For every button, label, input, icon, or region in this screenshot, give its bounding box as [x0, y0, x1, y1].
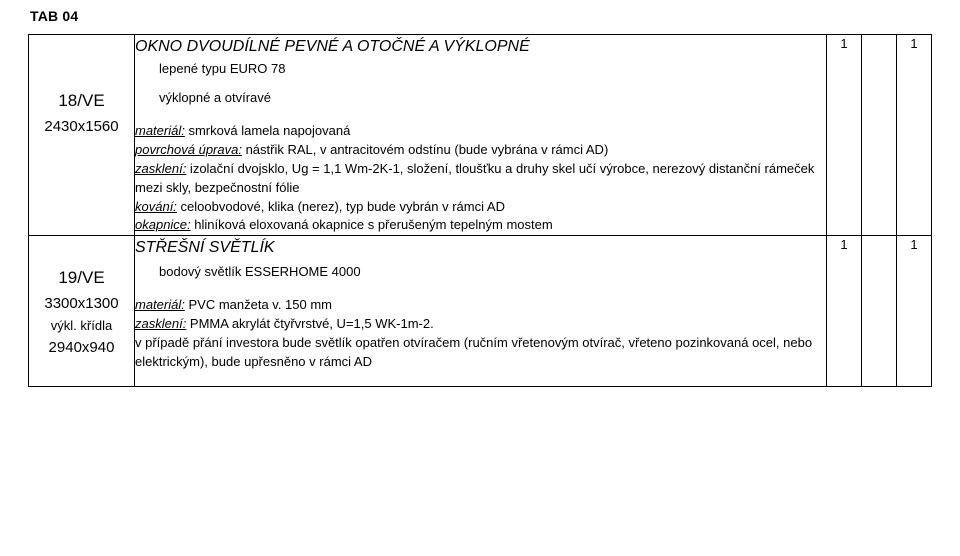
- row-id-cell: 19/VE 3300x1300 výkl. křídla 2940x940: [29, 236, 135, 386]
- label-surface: povrchová úprava:: [135, 142, 242, 157]
- item-subtitle-1: lepené typu EURO 78: [159, 60, 826, 79]
- item-code: 18/VE: [29, 89, 134, 114]
- text-surface: nástřik RAL, v antracitovém odstínu (bud…: [242, 142, 608, 157]
- text-glazing: izolační dvojsklo, Ug = 1,1 Wm-2K-1, slo…: [135, 161, 814, 195]
- row-body-cell: STŘEŠNÍ SVĚTLÍK bodový světlík ESSERHOME…: [135, 236, 827, 386]
- tab-number: TAB 04: [30, 6, 932, 26]
- item-subtitle-2: výklopné a otvíravé: [159, 89, 826, 108]
- text-hardware: celoobvodové, klika (nerez), typ bude vy…: [177, 199, 505, 214]
- label-material: materiál:: [135, 297, 185, 312]
- label-glazing: zasklení:: [135, 161, 186, 176]
- table-row: 18/VE 2430x1560 OKNO DVOUDÍLNÉ PEVNÉ A O…: [29, 35, 932, 236]
- item-title: STŘEŠNÍ SVĚTLÍK: [135, 236, 826, 259]
- text-glazing: PMMA akrylát čtyřvrstvé, U=1,5 WK-1m-2.: [186, 316, 433, 331]
- spec-table: 18/VE 2430x1560 OKNO DVOUDÍLNÉ PEVNÉ A O…: [28, 34, 932, 386]
- item-details: materiál: PVC manžeta v. 150 mm zasklení…: [135, 296, 826, 371]
- table-row: 19/VE 3300x1300 výkl. křídla 2940x940 ST…: [29, 236, 932, 386]
- text-sill: hliníková eloxovaná okapnice s přerušený…: [191, 217, 553, 232]
- item-title: OKNO DVOUDÍLNÉ PEVNÉ A OTOČNÉ A VÝKLOPNÉ: [135, 35, 826, 58]
- item-subdim-label: výkl. křídla: [29, 317, 134, 336]
- text-material: smrková lamela napojovaná: [185, 123, 350, 138]
- count-cell-b: 1: [897, 35, 932, 236]
- count-cell-blank: [862, 35, 897, 236]
- item-details: materiál: smrková lamela napojovaná povr…: [135, 122, 826, 235]
- count-cell-a: 1: [827, 35, 862, 236]
- item-subdim: 2940x940: [29, 337, 134, 359]
- text-note: v případě přání investora bude světlík o…: [135, 334, 826, 372]
- count-cell-blank: [862, 236, 897, 386]
- label-glazing: zasklení:: [135, 316, 186, 331]
- count-cell-b: 1: [897, 236, 932, 386]
- row-body-cell: OKNO DVOUDÍLNÉ PEVNÉ A OTOČNÉ A VÝKLOPNÉ…: [135, 35, 827, 236]
- count-cell-a: 1: [827, 236, 862, 386]
- item-subtitle-1: bodový světlík ESSERHOME 4000: [159, 263, 826, 282]
- row-id-cell: 18/VE 2430x1560: [29, 35, 135, 236]
- label-sill: okapnice:: [135, 217, 191, 232]
- text-material: PVC manžeta v. 150 mm: [185, 297, 332, 312]
- label-material: materiál:: [135, 123, 185, 138]
- item-code: 19/VE: [29, 266, 134, 291]
- label-hardware: kování:: [135, 199, 177, 214]
- item-dimensions: 3300x1300: [29, 293, 134, 315]
- item-dimensions: 2430x1560: [29, 116, 134, 138]
